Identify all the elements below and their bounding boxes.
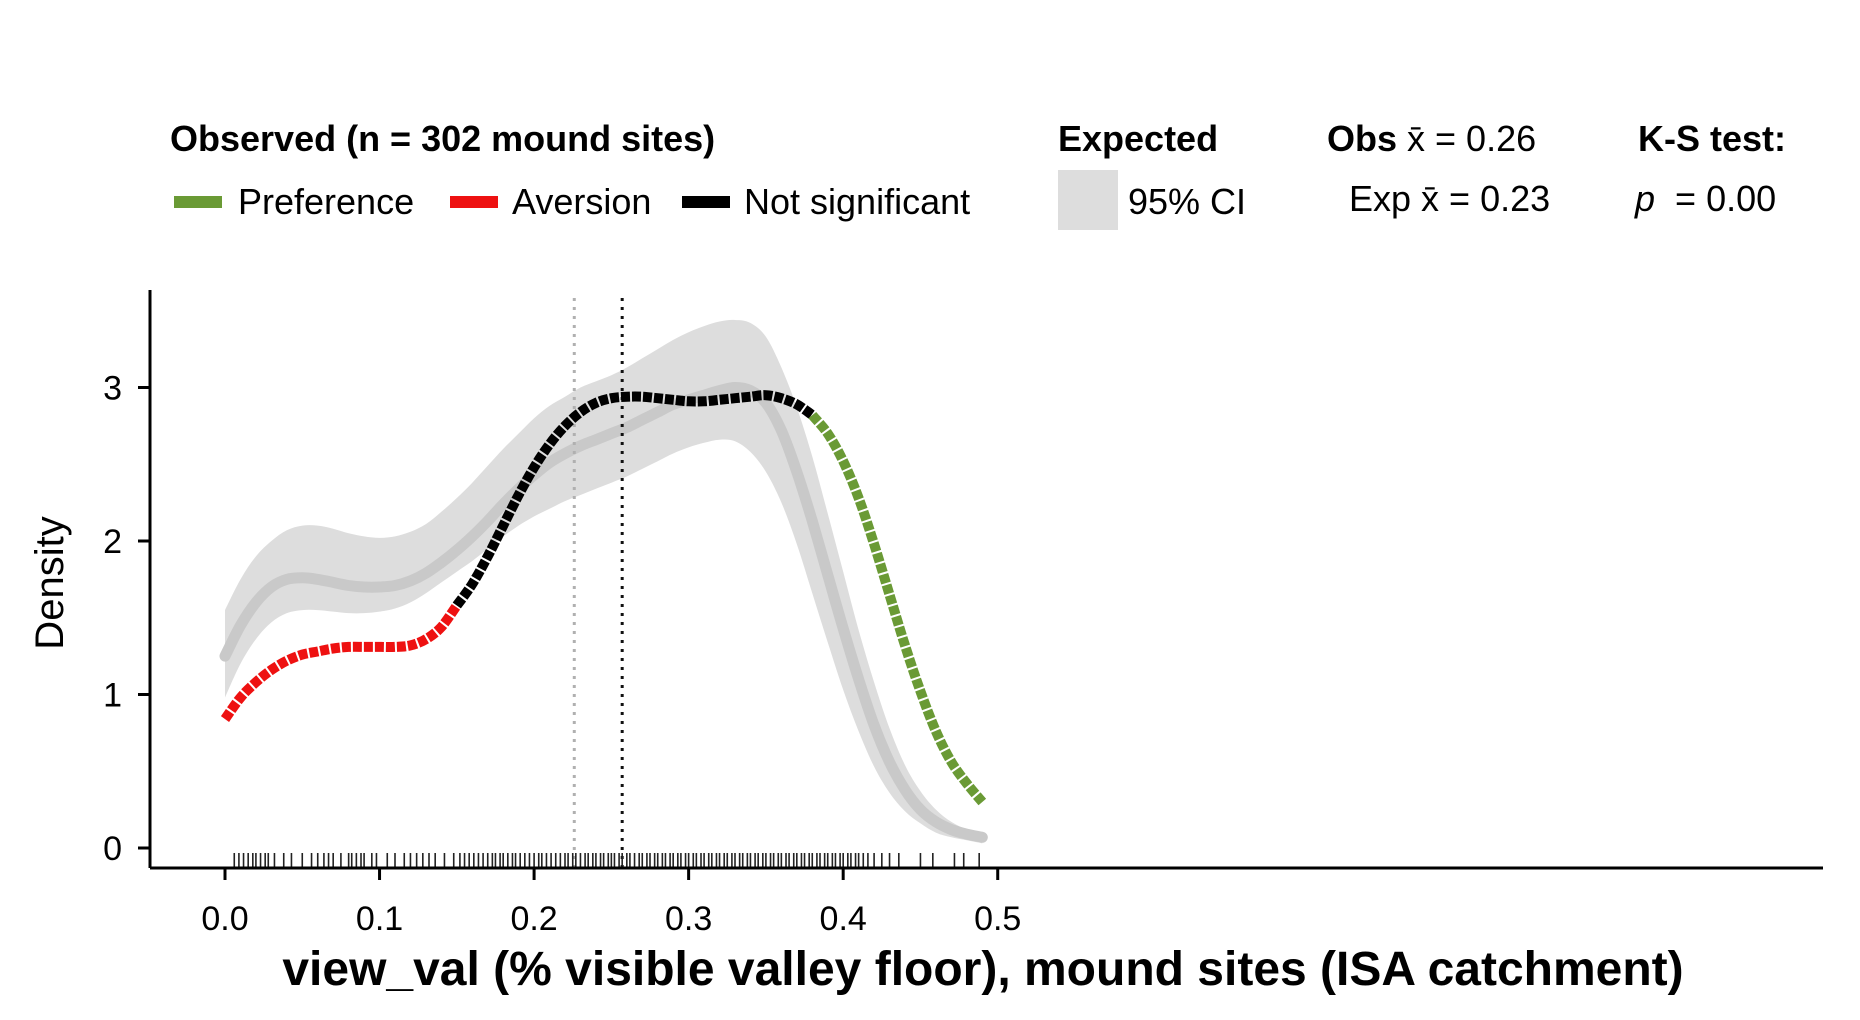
observed-segment-preference: [808, 411, 987, 806]
x-tick-label: 0.0: [201, 900, 248, 938]
observed-segment-aversion: [220, 602, 461, 723]
y-tick-label: 0: [103, 830, 122, 868]
expected-mean-layer: [219, 381, 988, 843]
legend-not-significant-swatch: [682, 196, 730, 208]
y-tick-label: 2: [103, 523, 122, 561]
legend-ks-title: K-S test:: [1638, 118, 1786, 159]
rug-layer: [233, 853, 980, 868]
legend-not-significant-label: Not significant: [744, 181, 970, 222]
legend-aversion-swatch: [450, 196, 498, 208]
expected-mean-line: [219, 381, 988, 843]
legend-preference-label: Preference: [238, 181, 414, 222]
x-tick-label: 0.5: [974, 900, 1021, 938]
y-tick-label: 3: [103, 370, 122, 408]
legend-ks-p: p = 0.00: [1634, 178, 1776, 219]
obs-mean-text: x̄ = 0.26: [1407, 118, 1536, 159]
legend-expected-title: Expected: [1058, 118, 1218, 159]
axes: 0.0 0.1 0.2 0.3 0.4 0.5 0 1 2 3: [103, 290, 1823, 938]
legend-aversion-label: Aversion: [512, 181, 651, 222]
ks-p-value: = 0.00: [1675, 178, 1776, 219]
y-axis-title: Density: [28, 516, 72, 649]
x-tick-label: 0.4: [820, 900, 867, 938]
legend-ci-label: 95% CI: [1128, 181, 1246, 222]
legend-obs-mean: Obs x̄ = 0.26: [1327, 118, 1536, 159]
legend-ci-swatch: [1058, 170, 1118, 230]
legend-exp-mean: Exp x̄ = 0.23: [1349, 178, 1550, 219]
x-tick-label: 0.2: [510, 900, 557, 938]
x-tick-label: 0.1: [356, 900, 403, 938]
y-tick-label: 1: [103, 677, 122, 715]
observed-density-layer: [220, 390, 987, 806]
ks-p-symbol: p: [1634, 178, 1655, 219]
legend-observed-title: Observed (n = 302 mound sites): [170, 118, 715, 159]
legend: Observed (n = 302 mound sites) Preferenc…: [170, 118, 1786, 230]
x-tick-label: 0.3: [665, 900, 712, 938]
observed-segment-not-significant: [452, 390, 816, 609]
x-axis-title: view_val (% visible valley floor), mound…: [282, 943, 1683, 996]
legend-preference-swatch: [174, 196, 222, 208]
